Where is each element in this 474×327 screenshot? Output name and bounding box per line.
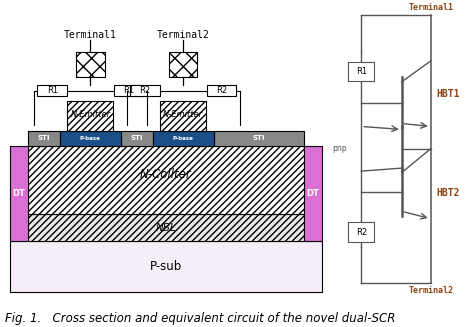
Bar <box>10 241 322 292</box>
Bar <box>28 131 60 146</box>
Text: Terminal2: Terminal2 <box>408 286 453 295</box>
Bar <box>10 146 28 241</box>
Bar <box>67 101 113 131</box>
Text: N-Emitter: N-Emitter <box>163 110 203 119</box>
Text: R2: R2 <box>216 86 227 95</box>
Text: N-Collter: N-Collter <box>140 167 192 181</box>
Text: HBT1: HBT1 <box>437 89 460 99</box>
Text: P-base: P-base <box>80 136 101 141</box>
Text: Terminal2: Terminal2 <box>157 30 210 40</box>
Text: R2: R2 <box>356 228 367 237</box>
Text: STI: STI <box>38 135 50 141</box>
Bar <box>160 101 206 131</box>
Text: Terminal1: Terminal1 <box>64 30 117 40</box>
Bar <box>130 85 160 96</box>
Text: P-sub: P-sub <box>150 260 182 273</box>
Bar <box>76 52 104 77</box>
Bar <box>214 131 303 146</box>
Text: N-Emitter: N-Emitter <box>70 110 110 119</box>
Bar <box>348 222 374 242</box>
Bar <box>303 146 322 241</box>
Text: Fig. 1.   Cross section and equivalent circuit of the novel dual-SCR: Fig. 1. Cross section and equivalent cir… <box>5 312 395 325</box>
Bar <box>28 214 303 241</box>
Bar <box>348 62 374 81</box>
Text: STI: STI <box>131 135 143 141</box>
Text: R2: R2 <box>140 86 151 95</box>
Text: STI: STI <box>253 135 265 141</box>
Text: HBT2: HBT2 <box>437 188 460 198</box>
Text: P-base: P-base <box>173 136 194 141</box>
Bar <box>37 85 67 96</box>
Text: DT: DT <box>306 189 319 198</box>
Text: R1: R1 <box>47 86 58 95</box>
Text: NBL: NBL <box>155 223 176 232</box>
Text: Terminal1: Terminal1 <box>408 3 453 12</box>
Bar <box>60 131 121 146</box>
Text: R1: R1 <box>356 67 367 76</box>
Text: pnp: pnp <box>332 144 347 153</box>
Text: DT: DT <box>13 189 26 198</box>
Bar <box>28 146 303 214</box>
Bar <box>114 85 144 96</box>
Bar <box>207 85 237 96</box>
Text: R1: R1 <box>123 86 134 95</box>
Bar <box>153 131 214 146</box>
Bar <box>169 52 197 77</box>
Bar <box>121 131 153 146</box>
